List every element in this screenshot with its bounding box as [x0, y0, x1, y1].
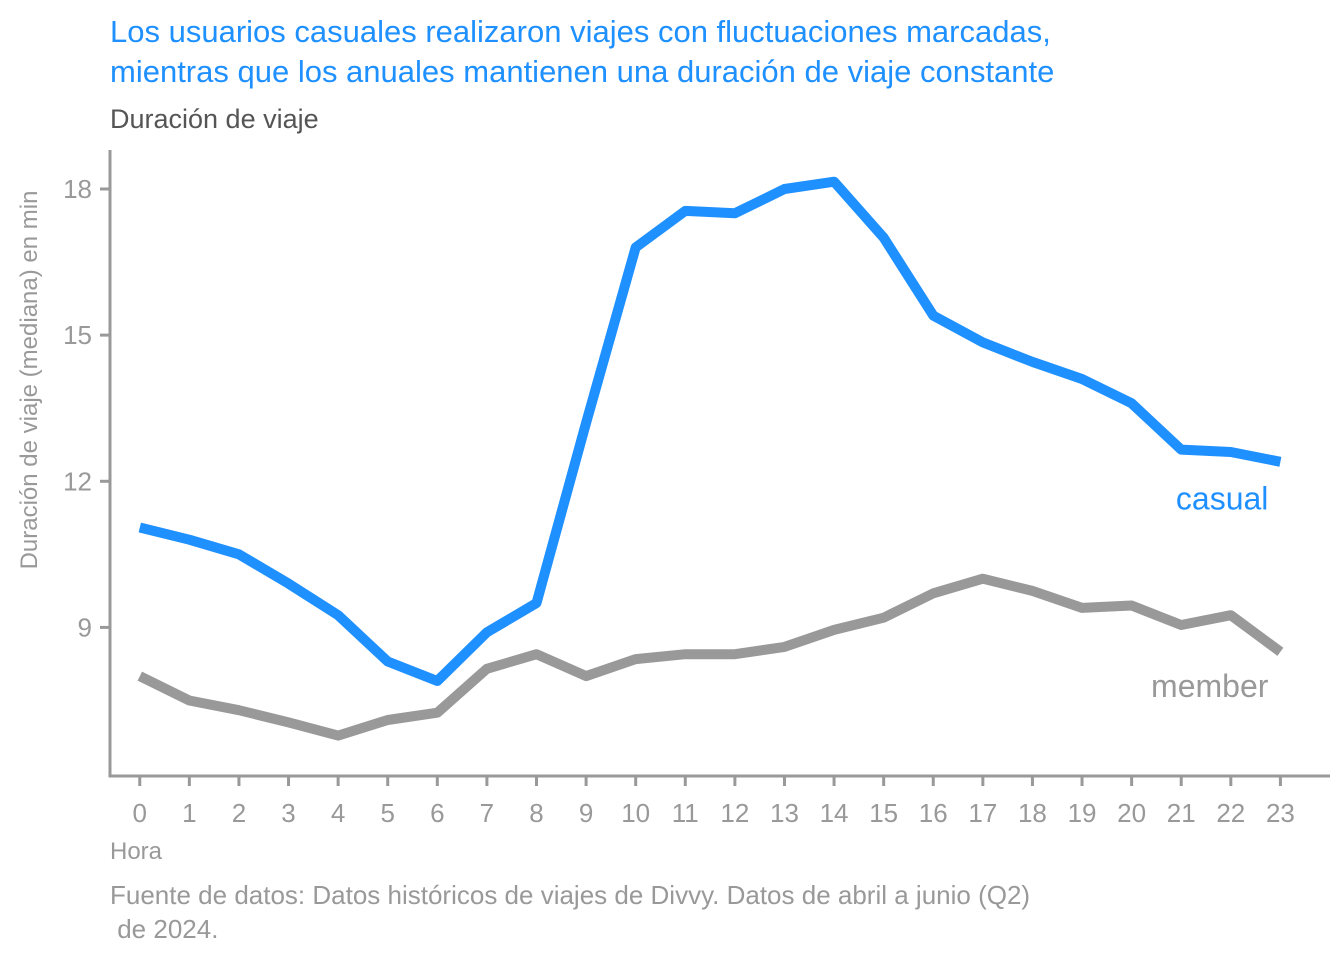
x-tick-label: 11	[672, 798, 699, 828]
x-tick-label: 0	[133, 798, 147, 828]
x-tick-label: 5	[380, 798, 394, 828]
x-ticks: 0 1 2 3 4 5 6 7 8 9 10 11 12 13 14 15 16 17 18 19 20 21 22 23	[133, 776, 1295, 828]
x-tick-label: 8	[529, 798, 543, 828]
series-label-casual: casual	[1176, 480, 1269, 516]
caption-line-1: Fuente de datos: Datos históricos de via…	[110, 880, 1030, 910]
y-tick-label: 15	[63, 320, 92, 350]
x-tick-label: 3	[281, 798, 295, 828]
x-tick-label: 13	[770, 798, 799, 828]
x-tick-label: 10	[621, 798, 650, 828]
x-tick-label: 22	[1216, 798, 1245, 828]
y-tick-label: 12	[63, 466, 92, 496]
x-tick-label: 6	[430, 798, 444, 828]
x-tick-label: 15	[869, 798, 898, 828]
series-label-member: member	[1151, 668, 1269, 704]
caption-line-2: de 2024.	[110, 914, 218, 944]
series-line-casual	[138, 176, 1282, 686]
series-line-member	[137, 573, 1284, 741]
x-tick-label: 17	[968, 798, 997, 828]
chart-subtitle: Duración de viaje	[110, 104, 319, 134]
chart-title-line-2: mientras que los anuales mantienen una d…	[110, 54, 1054, 89]
y-tick-label: 18	[63, 174, 92, 204]
y-tick-label: 9	[78, 612, 92, 642]
x-tick-label: 4	[331, 798, 345, 828]
x-tick-label: 20	[1117, 798, 1146, 828]
x-tick-label: 7	[480, 798, 494, 828]
series-group: casual member	[137, 176, 1284, 741]
chart-title-line-1: Los usuarios casuales realizaron viajes …	[110, 14, 1051, 49]
x-tick-label: 1	[182, 798, 196, 828]
x-tick-label: 9	[579, 798, 593, 828]
x-tick-label: 19	[1068, 798, 1097, 828]
x-tick-label: 12	[720, 798, 749, 828]
x-tick-label: 2	[232, 798, 246, 828]
x-tick-label: 16	[919, 798, 948, 828]
x-tick-label: 23	[1266, 798, 1295, 828]
x-tick-label: 18	[1018, 798, 1047, 828]
x-tick-label: 14	[820, 798, 849, 828]
y-ticks: 9 12 15 18	[63, 174, 110, 642]
y-axis-label: Duración de viaje (mediana) en min	[16, 191, 43, 570]
x-tick-label: 21	[1167, 798, 1196, 828]
x-axis-label: Hora	[110, 838, 163, 865]
